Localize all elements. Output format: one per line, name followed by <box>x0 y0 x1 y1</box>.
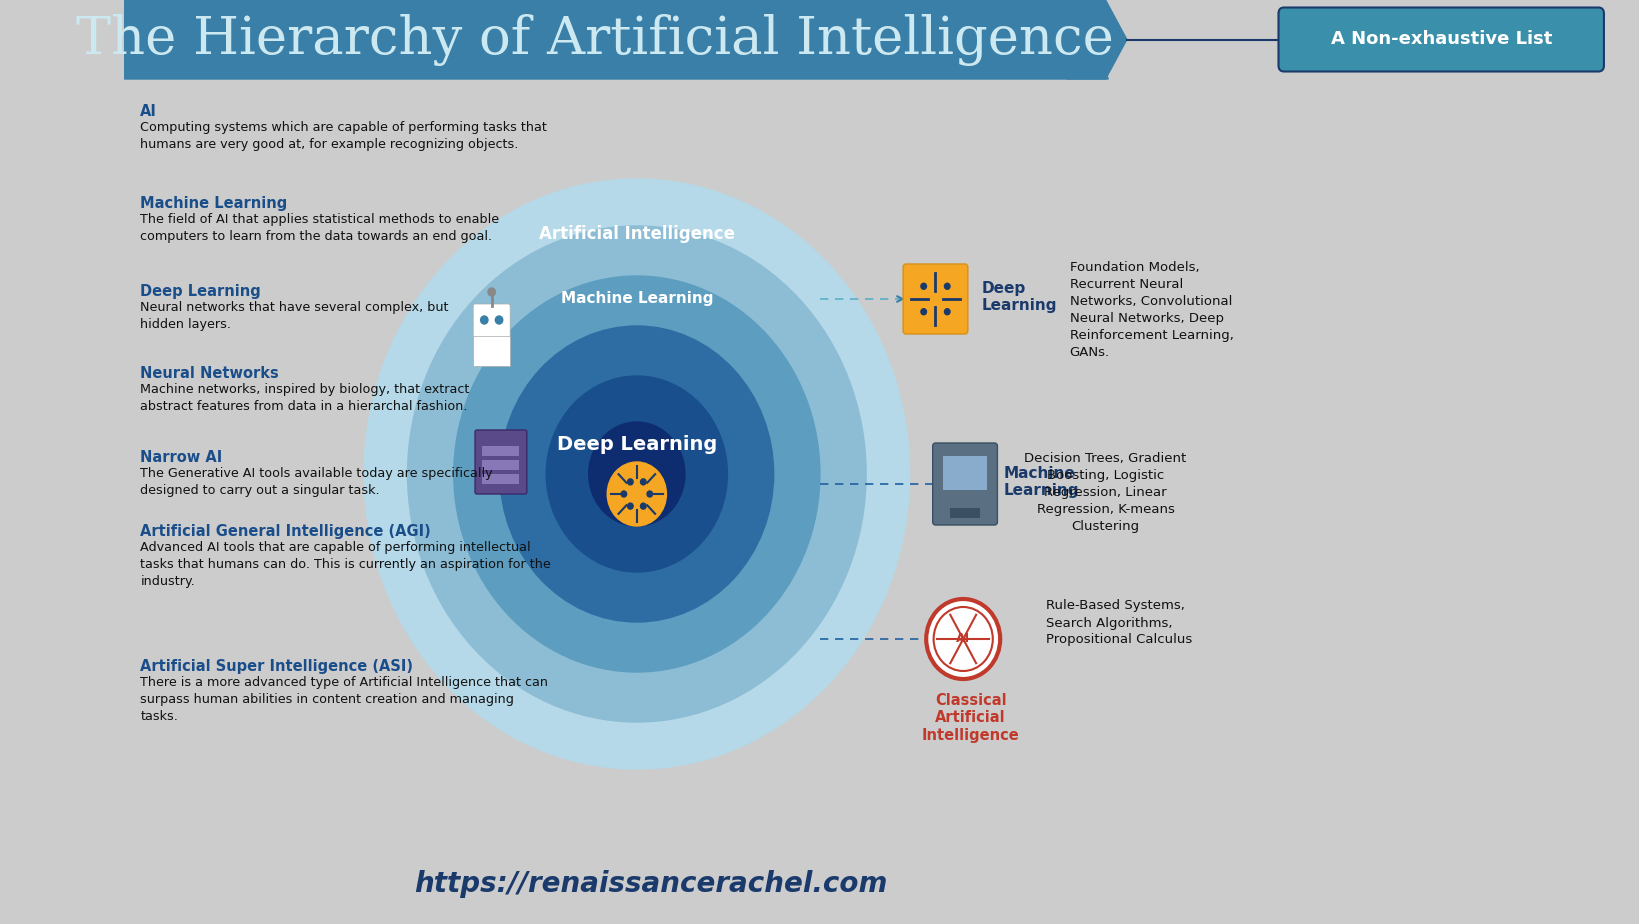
Circle shape <box>933 607 992 671</box>
Circle shape <box>641 504 646 509</box>
Text: Advanced AI tools that are capable of performing intellectual
tasks that humans : Advanced AI tools that are capable of pe… <box>141 541 551 588</box>
Text: Machine
Learning: Machine Learning <box>1003 466 1078 498</box>
FancyBboxPatch shape <box>903 264 967 334</box>
Circle shape <box>628 504 633 509</box>
Circle shape <box>606 462 665 526</box>
Circle shape <box>488 288 495 296</box>
Bar <box>482 446 520 456</box>
Circle shape <box>921 309 926 315</box>
Text: Machine Learning: Machine Learning <box>561 291 713 307</box>
Circle shape <box>621 491 626 497</box>
Text: Machine networks, inspired by biology, that extract
abstract features from data : Machine networks, inspired by biology, t… <box>141 383 469 413</box>
Text: Decision Trees, Gradient
Boosting, Logistic
Regression, Linear
Regression, K-mea: Decision Trees, Gradient Boosting, Logis… <box>1024 452 1187 533</box>
FancyBboxPatch shape <box>474 304 510 338</box>
FancyBboxPatch shape <box>933 443 997 525</box>
Circle shape <box>641 479 646 485</box>
Text: A Non-exhaustive List: A Non-exhaustive List <box>1329 30 1550 48</box>
Circle shape <box>647 491 652 497</box>
Bar <box>949 508 978 518</box>
Circle shape <box>926 599 1000 679</box>
Text: Deep Learning: Deep Learning <box>141 284 261 299</box>
Bar <box>474 336 510 366</box>
Circle shape <box>495 316 503 324</box>
Circle shape <box>480 316 488 324</box>
Text: Neural networks that have several complex, but
hidden layers.: Neural networks that have several comple… <box>141 301 449 331</box>
Circle shape <box>944 284 949 289</box>
Text: Narrow AI: Narrow AI <box>141 450 223 465</box>
Polygon shape <box>123 0 1108 79</box>
Circle shape <box>500 326 774 622</box>
Text: AI: AI <box>141 104 157 119</box>
FancyBboxPatch shape <box>1278 7 1603 71</box>
Text: Computing systems which are capable of performing tasks that
humans are very goo: Computing systems which are capable of p… <box>141 121 547 151</box>
Circle shape <box>406 226 865 722</box>
FancyBboxPatch shape <box>475 430 526 494</box>
Bar <box>482 460 520 470</box>
Text: The Generative AI tools available today are specifically
designed to carry out a: The Generative AI tools available today … <box>141 467 493 497</box>
Text: https://renaissancerachel.com: https://renaissancerachel.com <box>413 870 887 898</box>
Circle shape <box>546 376 728 572</box>
Bar <box>942 456 987 490</box>
Text: Artificial Intelligence: Artificial Intelligence <box>539 225 734 243</box>
Circle shape <box>628 479 633 485</box>
Text: Neural Networks: Neural Networks <box>141 366 279 381</box>
Text: AI: AI <box>956 633 970 646</box>
Circle shape <box>454 276 820 672</box>
Text: Deep Learning: Deep Learning <box>556 434 716 454</box>
Bar <box>482 474 520 484</box>
Text: Artificial General Intelligence (AGI): Artificial General Intelligence (AGI) <box>141 524 431 539</box>
Circle shape <box>921 284 926 289</box>
Text: Artificial Super Intelligence (ASI): Artificial Super Intelligence (ASI) <box>141 659 413 674</box>
Text: Classical
Artificial
Intelligence: Classical Artificial Intelligence <box>921 693 1019 743</box>
Circle shape <box>944 309 949 315</box>
Text: The field of AI that applies statistical methods to enable
computers to learn fr: The field of AI that applies statistical… <box>141 213 500 243</box>
Text: Foundation Models,
Recurrent Neural
Networks, Convolutional
Neural Networks, Dee: Foundation Models, Recurrent Neural Netw… <box>1069 261 1233 359</box>
Text: Deep
Learning: Deep Learning <box>982 281 1057 313</box>
Text: There is a more advanced type of Artificial Intelligence that can
surpass human : There is a more advanced type of Artific… <box>141 676 547 723</box>
Text: Rule-Based Systems,
Search Algorithms,
Propositional Calculus: Rule-Based Systems, Search Algorithms, P… <box>1046 600 1192 647</box>
Text: Machine Learning: Machine Learning <box>141 196 287 211</box>
Polygon shape <box>1065 0 1126 79</box>
Circle shape <box>364 179 910 769</box>
Circle shape <box>588 422 685 526</box>
Text: The Hierarchy of Artificial Intelligence: The Hierarchy of Artificial Intelligence <box>77 14 1113 66</box>
